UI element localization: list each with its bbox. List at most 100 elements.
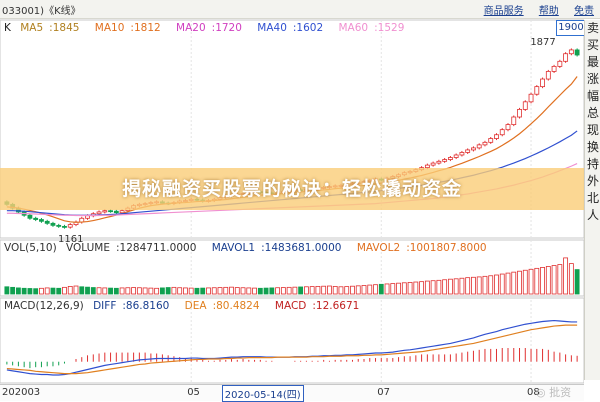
candle-body: [494, 134, 499, 139]
volume-bar: [73, 285, 79, 295]
volume-bar: [459, 277, 465, 295]
volume-bar: [338, 286, 344, 295]
candle-body: [505, 124, 511, 131]
volume-bar: [171, 286, 177, 295]
volume-bar: [378, 283, 384, 295]
candle-body: [476, 144, 482, 149]
volume-bar: [563, 257, 569, 295]
volume-bar: [136, 287, 142, 295]
volume-bar: [223, 286, 229, 295]
candle-body: [511, 116, 517, 126]
candle-body: [563, 53, 569, 62]
candle-body: [424, 164, 430, 169]
promo-banner[interactable]: 揭秘融资买股票的秘诀：轻松撬动资金: [0, 168, 584, 210]
volume-bar: [21, 287, 27, 295]
volume-bar: [424, 280, 430, 295]
volume-bar: [102, 287, 108, 295]
security-code: 033001)《K线》: [2, 6, 81, 17]
volume-bar: [551, 265, 557, 295]
volume-bar: [401, 282, 407, 295]
volume-bar: [280, 287, 286, 295]
volume-bar: [367, 284, 373, 295]
link-disclaimer[interactable]: 免责: [574, 6, 594, 17]
top-links: 商品服务 帮助 免责: [472, 2, 594, 17]
volume-bar: [90, 287, 96, 295]
x-axis-label: 07: [377, 387, 390, 398]
macd-legend: MACD(12,26,9) DIFF:86.8160 DEA:80.4824 M…: [4, 300, 371, 312]
volume-bar: [194, 287, 200, 295]
volume-bar: [390, 283, 396, 295]
panel-buy[interactable]: 买: [586, 38, 599, 52]
volume-bar: [303, 286, 309, 295]
volume-bar: [436, 279, 442, 295]
volume-bar: [211, 287, 217, 295]
volume-bar: [534, 267, 540, 295]
volume-bar: [482, 275, 488, 295]
volume-bar: [499, 273, 505, 295]
mavol1-value: MAVOL1:1483681.0000: [211, 242, 342, 254]
volume-bar: [517, 270, 522, 295]
volume-bar: [240, 287, 246, 295]
volume-bar: [39, 287, 44, 295]
volume-bar: [373, 284, 378, 295]
ma5-legend: MA5:1845: [20, 22, 80, 34]
watermark: ◎ 批资: [536, 386, 572, 399]
panel-total: 总: [586, 106, 599, 120]
volume-value: VOLUME:1284711.0000: [66, 242, 197, 254]
volume-bar: [494, 274, 499, 295]
dea-line: [6, 324, 578, 375]
candle-body: [108, 210, 113, 213]
volume-bar: [56, 287, 62, 295]
ma20-legend: MA20:1720: [176, 22, 242, 34]
panel-turnover: 换: [586, 140, 599, 154]
candle-body: [545, 71, 551, 80]
right-info-panel: 卖 买 最 涨 幅 总 现 换 持 外 北 人: [584, 20, 600, 380]
candle-body: [488, 138, 494, 143]
volume-bar: [15, 287, 21, 295]
volume-bar: [252, 287, 257, 295]
banner-text: 揭秘融资买股票的秘诀：轻松撬动资金: [121, 178, 462, 200]
candle-body: [113, 210, 119, 214]
candle-body: [102, 210, 108, 213]
candle-body: [540, 78, 545, 88]
volume-bar: [33, 288, 39, 295]
volume-bar: [476, 276, 482, 295]
candle-body: [574, 49, 580, 56]
panel-change: 涨: [586, 72, 599, 86]
volume-bar: [142, 287, 148, 295]
candle-body: [568, 49, 574, 55]
price-annotation-1877: 1877: [530, 37, 555, 48]
candle-body: [56, 224, 62, 227]
volume-bar: [275, 287, 281, 295]
volume-bar: [159, 287, 165, 295]
volume-bar: [50, 287, 56, 295]
volume-bar: [229, 286, 234, 295]
volume-bar: [465, 277, 471, 295]
volume-bar: [396, 282, 401, 295]
volume-bar: [183, 287, 188, 295]
volume-bar: [286, 286, 292, 295]
candle-body: [499, 129, 505, 136]
price-box: 1900: [556, 20, 586, 36]
candle-body: [465, 149, 471, 153]
mavol2-value: MAVOL2:1001807.8000: [356, 242, 487, 254]
link-help[interactable]: 帮助: [538, 6, 559, 17]
volume-bar: [545, 266, 551, 295]
volume-bar: [108, 287, 113, 295]
volume-bar: [505, 272, 511, 295]
volume-bar: [165, 287, 171, 295]
volume-bar: [384, 283, 390, 295]
volume-bar: [488, 275, 494, 295]
kline-indicator-label: K: [4, 22, 11, 34]
panel-person: 人: [586, 208, 599, 222]
link-goods[interactable]: 商品服务: [483, 6, 524, 17]
volume-bar: [522, 269, 528, 295]
candle-body: [517, 109, 522, 118]
volume-bar: [361, 285, 367, 295]
candle-body: [551, 65, 557, 72]
panel-latest: 最: [586, 55, 599, 69]
panel-sell[interactable]: 卖: [586, 21, 599, 35]
candle-body: [436, 160, 442, 164]
volume-bar: [511, 271, 517, 295]
volume-bar: [148, 287, 154, 295]
